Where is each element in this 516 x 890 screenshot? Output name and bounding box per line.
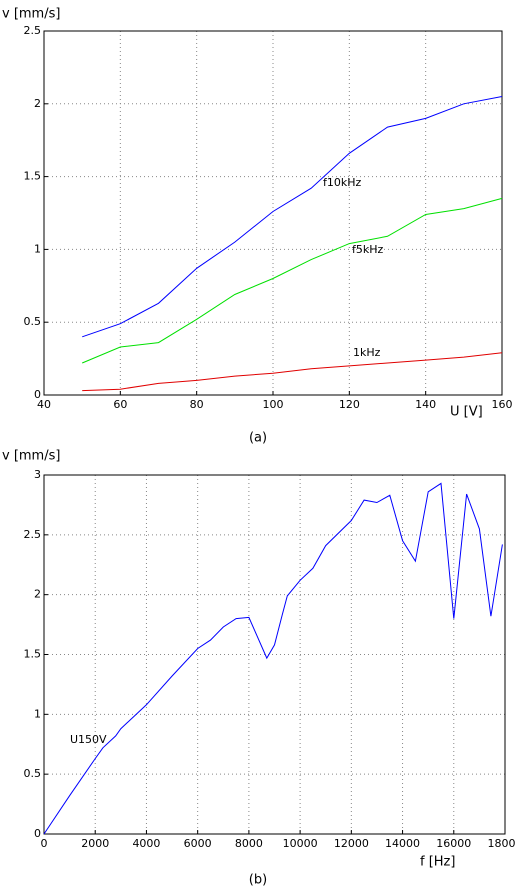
- x-tick-label: 10000: [283, 837, 318, 850]
- x-tick-label: 140: [415, 398, 436, 411]
- y-tick-label: 0: [34, 388, 41, 401]
- caption: (a): [249, 431, 267, 446]
- series-label: f5kHz: [352, 243, 384, 256]
- series-label: U150V: [70, 733, 107, 746]
- y-tick-label: 2.5: [24, 24, 42, 37]
- plot-frame: [43, 30, 503, 396]
- y-tick-label: 1: [34, 707, 41, 720]
- y-axis-label: v [mm/s]: [2, 449, 60, 464]
- x-tick-label: 160: [492, 398, 513, 411]
- x-tick-label: 2000: [81, 837, 109, 850]
- x-tick-label: 18000: [488, 837, 516, 850]
- y-tick-label: 1: [34, 242, 41, 255]
- y-tick-label: 1.5: [24, 648, 42, 661]
- x-tick-label: 8000: [235, 837, 263, 850]
- x-tick-label: 100: [263, 398, 284, 411]
- data-line: [82, 197, 503, 364]
- x-tick-label: 40: [37, 398, 51, 411]
- x-axis-label: U [V]: [450, 405, 483, 420]
- x-tick-label: 120: [339, 398, 360, 411]
- y-tick-label: 0: [34, 827, 41, 840]
- plot-frame: [43, 474, 506, 835]
- y-axis-label: v [mm/s]: [2, 7, 60, 22]
- y-tick-label: 2: [34, 588, 41, 601]
- x-tick-label: 80: [190, 398, 204, 411]
- y-tick-label: 2.5: [24, 528, 42, 541]
- y-tick-label: 1.5: [24, 170, 42, 183]
- data-line: [43, 482, 503, 835]
- series-label: f10kHz: [323, 176, 362, 189]
- x-tick-label: 14000: [385, 837, 420, 850]
- series-label: 1kHz: [353, 346, 381, 359]
- data-line: [82, 96, 503, 338]
- y-tick-label: 3: [34, 468, 41, 481]
- x-tick-label: 16000: [436, 837, 471, 850]
- y-tick-label: 0.5: [24, 767, 42, 780]
- x-axis-label: f [Hz]: [420, 855, 455, 870]
- x-tick-label: 12000: [334, 837, 369, 850]
- x-tick-label: 0: [41, 837, 48, 850]
- x-tick-label: 6000: [184, 837, 212, 850]
- data-line: [82, 352, 503, 392]
- x-tick-label: 60: [113, 398, 127, 411]
- y-tick-label: 0.5: [24, 315, 42, 328]
- x-tick-label: 4000: [132, 837, 160, 850]
- y-tick-label: 2: [34, 97, 41, 110]
- caption: (b): [249, 873, 267, 888]
